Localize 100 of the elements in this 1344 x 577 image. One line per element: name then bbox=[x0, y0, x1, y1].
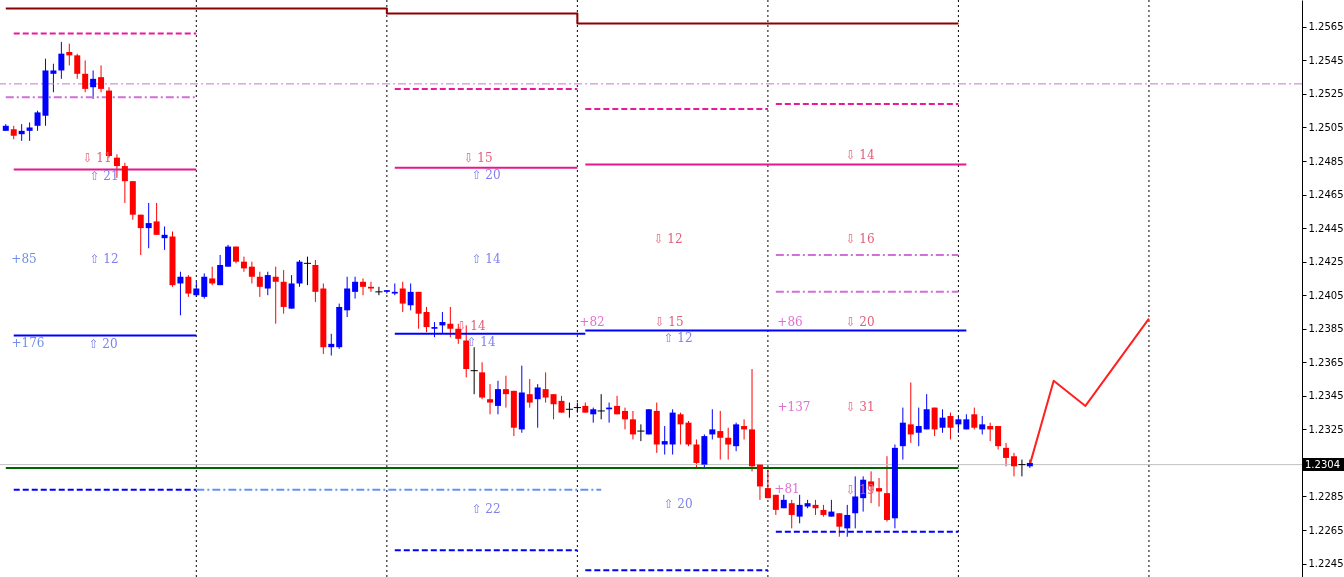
y-tick-label: 1.2465 bbox=[1308, 189, 1344, 201]
candlestick bbox=[145, 202, 152, 249]
annotation: ⇩ 19 bbox=[845, 483, 875, 497]
annotation: +137 bbox=[777, 400, 811, 414]
candlestick bbox=[470, 346, 479, 395]
annotation: +82 bbox=[579, 315, 605, 329]
y-tick-label: 1.2285 bbox=[1308, 490, 1344, 502]
candlestick bbox=[74, 53, 81, 80]
candlestick bbox=[344, 276, 351, 318]
candlestick bbox=[415, 291, 422, 330]
candlestick bbox=[455, 323, 462, 345]
candlestick bbox=[58, 41, 65, 80]
candlestick bbox=[367, 281, 374, 293]
candlestick bbox=[66, 43, 73, 66]
candlestick bbox=[979, 415, 986, 435]
candlestick bbox=[256, 271, 263, 298]
candlestick bbox=[240, 256, 247, 273]
candlestick bbox=[50, 63, 57, 93]
y-tick-label: 1.2445 bbox=[1308, 222, 1344, 234]
annotation: ⇧ 14 bbox=[466, 335, 496, 349]
annotation: ⇩ 14 bbox=[845, 148, 875, 162]
candlestick bbox=[565, 402, 574, 419]
candlestick bbox=[677, 412, 684, 445]
candlestick bbox=[82, 59, 89, 93]
y-tick-label: 1.2525 bbox=[1308, 88, 1344, 100]
candlestick bbox=[161, 225, 168, 251]
candlestick bbox=[399, 281, 406, 313]
candlestick bbox=[502, 375, 509, 409]
y-tick-label: 1.2265 bbox=[1308, 524, 1344, 536]
annotation: ⇧ 22 bbox=[471, 502, 501, 516]
candlestick bbox=[852, 475, 859, 529]
annotation: +86 bbox=[777, 315, 803, 329]
candlestick bbox=[526, 378, 533, 409]
candlestick bbox=[636, 423, 645, 442]
annotation: ⇩ 20 bbox=[845, 315, 875, 329]
candlestick bbox=[876, 477, 883, 508]
candlestick bbox=[709, 408, 716, 440]
line-series bbox=[1028, 317, 1150, 466]
annotation: ⇧ 21 bbox=[89, 169, 119, 183]
candlestick bbox=[995, 425, 1002, 451]
candlestick bbox=[487, 383, 494, 415]
candlestick bbox=[915, 407, 922, 447]
annotation: +81 bbox=[774, 482, 800, 496]
candlestick bbox=[971, 407, 978, 430]
candlestick bbox=[121, 162, 128, 204]
candlestick bbox=[693, 438, 700, 469]
y-tick-label: 1.2505 bbox=[1308, 121, 1344, 133]
candlestick bbox=[1010, 452, 1017, 477]
candlestick bbox=[98, 64, 105, 93]
y-tick-label: 1.2565 bbox=[1308, 21, 1344, 33]
annotation: ⇩ 15 bbox=[654, 315, 684, 329]
y-tick-label: 1.2485 bbox=[1308, 155, 1344, 167]
candlestick bbox=[374, 286, 383, 296]
candlestick bbox=[836, 512, 843, 538]
candlestick bbox=[629, 410, 636, 440]
y-tick-label: 1.2405 bbox=[1308, 289, 1344, 301]
candlestick bbox=[756, 464, 763, 501]
candlestick bbox=[622, 407, 628, 430]
annotation: ⇩ 11 bbox=[82, 151, 112, 165]
candlestick bbox=[328, 333, 335, 357]
candlestick bbox=[360, 277, 367, 296]
candlestick bbox=[907, 381, 914, 444]
annotation: ⇧ 20 bbox=[663, 497, 693, 511]
candlestick bbox=[788, 499, 795, 529]
candlestick bbox=[987, 422, 994, 442]
candlestick bbox=[1003, 442, 1010, 467]
annotation: ⇩ 12 bbox=[653, 232, 683, 246]
candlestick bbox=[947, 412, 954, 440]
candlestick bbox=[494, 380, 501, 415]
annotation: +176 bbox=[11, 336, 45, 350]
annotation: ⇧ 20 bbox=[471, 168, 501, 182]
candlestick bbox=[248, 261, 255, 284]
candlestick bbox=[185, 274, 192, 298]
candlestick bbox=[796, 494, 803, 524]
candlestick bbox=[939, 408, 946, 434]
candlestick bbox=[137, 214, 144, 256]
candlestick bbox=[225, 244, 232, 268]
ref-line-label: 1.2304 bbox=[1305, 458, 1340, 470]
candlestick bbox=[725, 427, 732, 461]
candlestick bbox=[407, 282, 414, 311]
candlestick bbox=[1017, 459, 1026, 477]
candlestick bbox=[352, 276, 359, 300]
candlestick bbox=[534, 383, 541, 429]
annotation: ⇧ 20 bbox=[88, 337, 118, 351]
annotation: ⇩ 16 bbox=[845, 232, 875, 246]
annotation: ⇩ 31 bbox=[845, 400, 875, 414]
y-tick-label: 1.2345 bbox=[1308, 390, 1344, 402]
y-tick-label: 1.2545 bbox=[1308, 54, 1344, 66]
candlestick bbox=[717, 410, 724, 461]
y-tick-label: 1.2365 bbox=[1308, 356, 1344, 368]
candlestick bbox=[272, 266, 279, 325]
candlestick bbox=[923, 393, 930, 430]
candlestick bbox=[542, 371, 549, 404]
candlestick bbox=[90, 69, 97, 100]
annotation: ⇧ 12 bbox=[89, 252, 119, 266]
candlestick bbox=[447, 306, 454, 338]
annotation: ⇩ 14 bbox=[456, 319, 486, 333]
candlestick bbox=[661, 425, 668, 456]
candlestick bbox=[217, 254, 224, 286]
annotation: ⇧ 14 bbox=[471, 252, 501, 266]
